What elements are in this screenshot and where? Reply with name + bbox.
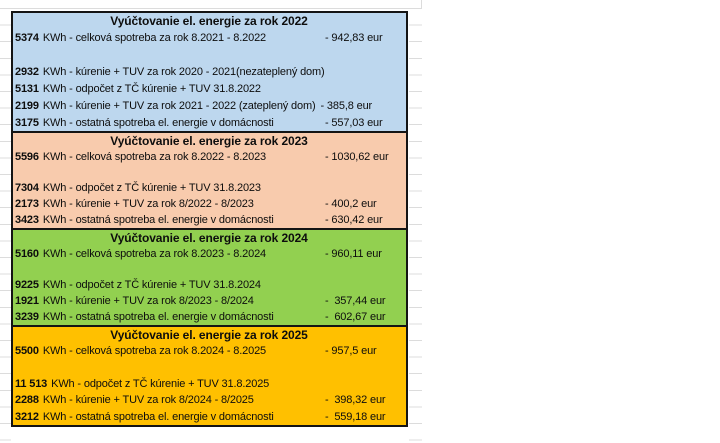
row-description: KWh - kúrenie + TUV za rok 2020 - 2021(n… (42, 65, 325, 78)
section-2023: Vyúčtovanie el. energie za rok 2023 5596… (11, 131, 408, 230)
kwh-value: 3212 (15, 410, 39, 423)
row-description: KWh - celková spotreba za rok 8.2022 - 8… (42, 150, 267, 163)
kwh-value: 3239 (15, 311, 39, 324)
table-row[interactable]: 1921 KWh - kúrenie + TUV za rok 8/2023 -… (14, 293, 404, 309)
table-row[interactable]: 5596 KWh - celková spotreba za rok 8.202… (14, 149, 404, 165)
section-2025: Vyúčtovanie el. energie za rok 2025 5500… (11, 325, 408, 427)
table-row-empty[interactable] (14, 360, 404, 376)
kwh-value: 5500 (15, 345, 39, 358)
kwh-value: 2932 (15, 65, 39, 78)
eur-value: - 1030,62 eur (325, 150, 389, 163)
row-description: KWh - kúrenie + TUV za rok 8/2023 - 8/20… (42, 295, 254, 308)
row-description: KWh - odpočet z TČ kúrenie + TUV 31.8.20… (42, 279, 261, 292)
eur-value: - 957,5 eur (325, 345, 377, 358)
row-description: KWh - ostatná spotreba el. energie v dom… (42, 214, 274, 227)
row-description: KWh - odpočet z TČ kúrenie + TUV 31.8.20… (51, 378, 270, 391)
row-description: KWh - kúrenie + TUV za rok 8/2022 - 8/20… (42, 198, 254, 211)
kwh-value: 5374 (15, 32, 39, 45)
table-row-empty[interactable] (14, 165, 404, 181)
kwh-value: 5160 (15, 247, 39, 260)
row-description: KWh - celková spotreba za rok 8.2024 - 8… (42, 345, 267, 358)
kwh-value: 2288 (15, 394, 39, 407)
kwh-value: 9225 (15, 279, 39, 292)
table-row[interactable]: 3239 KWh - ostatná spotreba el. energie … (14, 309, 404, 325)
row-description: KWh - odpočet z TČ kúrenie + TUV 31.8.20… (42, 82, 261, 95)
eur-value: - 559,18 eur (325, 410, 386, 423)
eur-value: - 630,42 eur (325, 214, 383, 227)
row-description: KWh - kúrenie + TUV za rok 8/2024 - 8/20… (42, 394, 254, 407)
kwh-value: 5596 (15, 150, 39, 163)
eur-value: - 602,67 eur (325, 311, 386, 324)
table-row[interactable]: 3175 KWh - ostatná spotreba el. energie … (14, 114, 404, 131)
eur-value: - 385,8 eur (320, 99, 373, 112)
row-description: KWh - celková spotreba za rok 8.2021 - 8… (42, 32, 267, 45)
table-row[interactable]: 9225 KWh - odpočet z TČ kúrenie + TUV 31… (14, 277, 404, 293)
section-2024: Vyúčtovanie el. energie za rok 2024 5160… (11, 228, 408, 327)
table-row[interactable]: 5374 KWh - celková spotreba za rok 8.202… (14, 30, 404, 47)
sheet-gridline-top (0, 8, 421, 9)
section-title-2022: Vyúčtovanie el. energie za rok 2022 (110, 14, 308, 29)
eur-value: - 942,83 eur (325, 32, 383, 45)
kwh-value: 2199 (15, 99, 39, 112)
table-row-empty[interactable] (14, 262, 404, 278)
table-row[interactable]: 2199 KWh - kúrenie + TUV za rok 2021 - 2… (14, 97, 404, 114)
section-2022: Vyúčtovanie el. energie za rok 2022 5374… (11, 11, 408, 133)
row-description: KWh - ostatná spotreba el. energie v dom… (42, 410, 274, 423)
table-row[interactable]: 2173 KWh - kúrenie + TUV za rok 8/2022 -… (14, 196, 404, 212)
eur-value: - 960,11 eur (325, 247, 382, 260)
table-row[interactable]: 5500 KWh - celková spotreba za rok 8.202… (14, 343, 404, 359)
row-description: KWh - kúrenie + TUV za rok 2021 - 2022 (… (42, 99, 316, 112)
billing-table: Vyúčtovanie el. energie za rok 2022 5374… (11, 11, 408, 427)
kwh-value: 5131 (15, 82, 39, 95)
table-row[interactable]: 5131 KWh - odpočet z TČ kúrenie + TUV 31… (14, 80, 404, 97)
row-description: KWh - celková spotreba za rok 8.2023 - 8… (42, 247, 267, 260)
row-description: KWh - ostatná spotreba el. energie v dom… (42, 116, 274, 129)
table-row[interactable]: 7304 KWh - odpočet z TČ kúrenie + TUV 31… (14, 180, 404, 196)
eur-value: - 400,2 eur (325, 198, 377, 211)
sheet-gridline-vertical-tick (421, 0, 422, 9)
eur-value: - 357,44 eur (325, 295, 386, 308)
section-title-2025: Vyúčtovanie el. energie za rok 2025 (110, 328, 308, 343)
section-title-2024: Vyúčtovanie el. energie za rok 2024 (110, 230, 308, 245)
eur-value: - 398,32 eur (325, 394, 386, 407)
section-title-2023: Vyúčtovanie el. energie za rok 2023 (110, 133, 308, 148)
row-description: KWh - odpočet z TČ kúrenie + TUV 31.8.20… (42, 182, 261, 195)
table-row[interactable]: 3423 KWh - ostatná spotreba el. energie … (14, 212, 404, 228)
eur-value: - 557,03 eur (325, 116, 383, 129)
sheet-gridlines-right (409, 8, 422, 443)
sheet-gridlines-left (0, 8, 11, 443)
table-row[interactable]: 2288 KWh - kúrenie + TUV za rok 8/2024 -… (14, 392, 404, 408)
table-row[interactable]: 3212 KWh - ostatná spotreba el. energie … (14, 409, 404, 425)
kwh-value: 3175 (15, 116, 39, 129)
kwh-value: 7304 (15, 182, 39, 195)
table-row[interactable]: 2932 KWh - kúrenie + TUV za rok 2020 - 2… (14, 64, 404, 81)
kwh-value: 3423 (15, 214, 39, 227)
table-row-empty[interactable] (14, 47, 404, 64)
kwh-value: 2173 (15, 198, 39, 211)
table-row[interactable]: 11 513 KWh - odpočet z TČ kúrenie + TUV … (14, 376, 404, 392)
table-row[interactable]: 5160 KWh - celková spotreba za rok 8.202… (14, 246, 404, 262)
kwh-value: 1921 (15, 295, 39, 308)
row-description: KWh - ostatná spotreba el. energie v dom… (42, 311, 274, 324)
kwh-value: 11 513 (15, 378, 48, 391)
